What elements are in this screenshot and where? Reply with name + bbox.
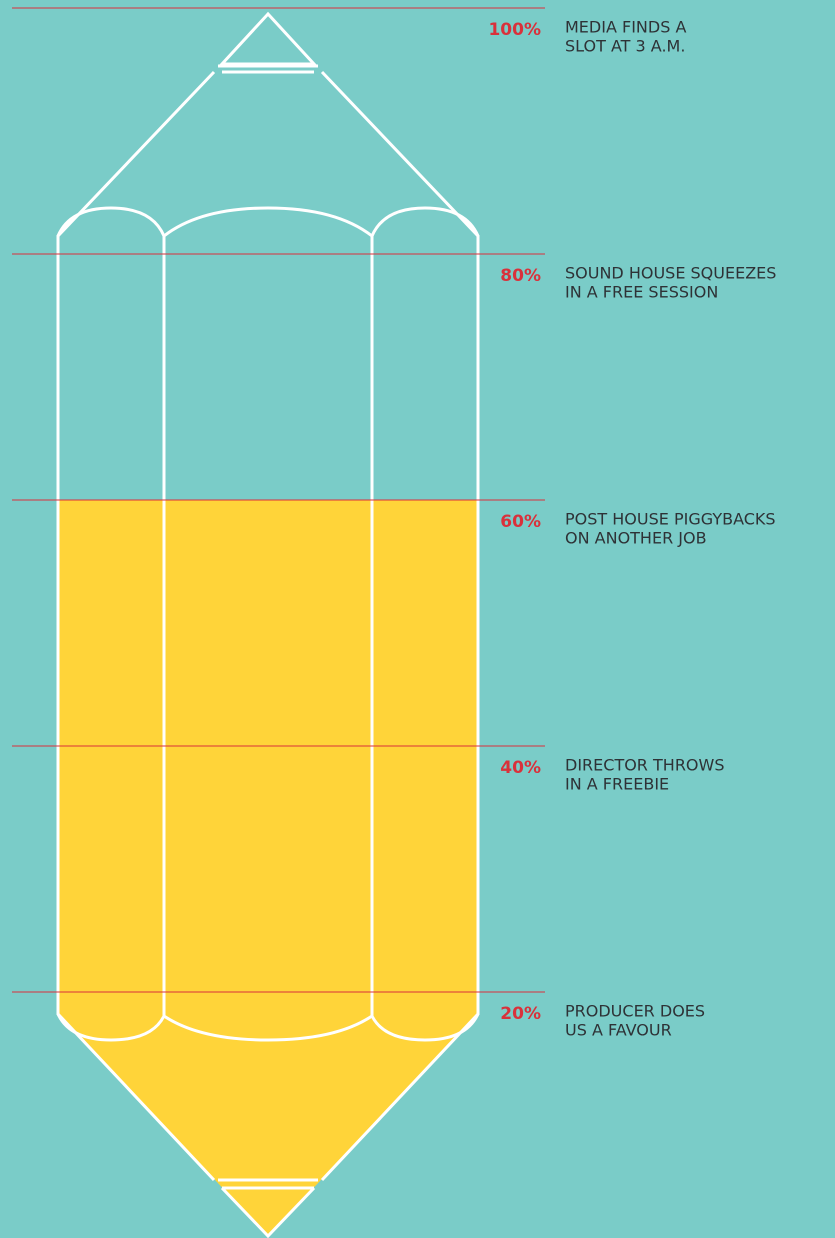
tick-label: 40% [500,758,541,778]
tick-label: 100% [488,20,541,40]
annotation: US A FAVOUR [565,1021,672,1040]
annotation: IN A FREE SESSION [565,283,718,302]
annotation: IN A FREEBIE [565,775,669,794]
tick-label: 20% [500,1004,541,1024]
annotation: MEDIA FINDS A [565,18,686,37]
tick-label: 80% [500,266,541,286]
annotation: POST HOUSE PIGGYBACKS [565,510,776,529]
annotation: DIRECTOR THROWS [565,756,725,775]
chart: 100% MEDIA FINDS ASLOT AT 3 A.M. 80% SOUND … [0,0,835,1238]
annotation: PRODUCER DOES [565,1002,705,1021]
tick-label: 60% [500,512,541,532]
annotation: SOUND HOUSE SQUEEZES [565,264,776,283]
annotation: SLOT AT 3 A.M. [565,37,685,56]
annotation: ON ANOTHER JOB [565,529,707,548]
page: 100% MEDIA FINDS ASLOT AT 3 A.M. 80% SOUND … [0,0,835,1238]
